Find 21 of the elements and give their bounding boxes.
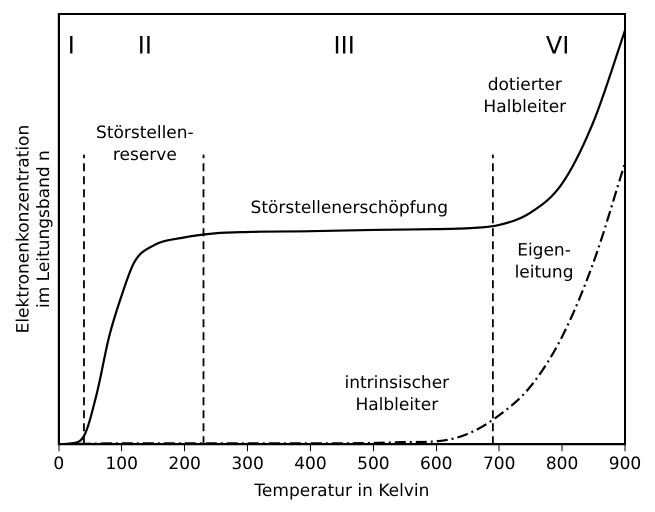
y-axis-title: Elektronenkonzentration im Leitungsband n: [14, 124, 54, 334]
annotation: Störstellenerschöpfung: [250, 198, 448, 218]
x-tick-label: 900: [608, 454, 642, 474]
x-tick-label: 400: [294, 454, 327, 474]
annotation: Eigen- leitung: [514, 240, 574, 283]
x-tick-label: 100: [105, 454, 138, 474]
x-tick-label: 800: [546, 454, 578, 474]
annotation: dotierter Halbleiter: [483, 75, 566, 118]
x-tick-label: 700: [482, 454, 516, 474]
annotation: VI: [546, 31, 570, 60]
x-tick-label: 200: [168, 454, 201, 474]
x-tick-label: 0: [53, 454, 64, 474]
x-tick-label: 600: [420, 454, 452, 474]
annotation: I: [68, 31, 75, 60]
x-tick-label: 300: [231, 454, 264, 474]
x-tick-label: 500: [357, 454, 390, 474]
annotation: Störstellen- reserve: [96, 122, 194, 165]
x-axis-title: Temperatur in Kelvin: [253, 481, 430, 502]
annotation: II: [138, 31, 152, 60]
annotation: intrinsischer Halbleiter: [344, 373, 450, 416]
annotation: III: [334, 31, 355, 60]
